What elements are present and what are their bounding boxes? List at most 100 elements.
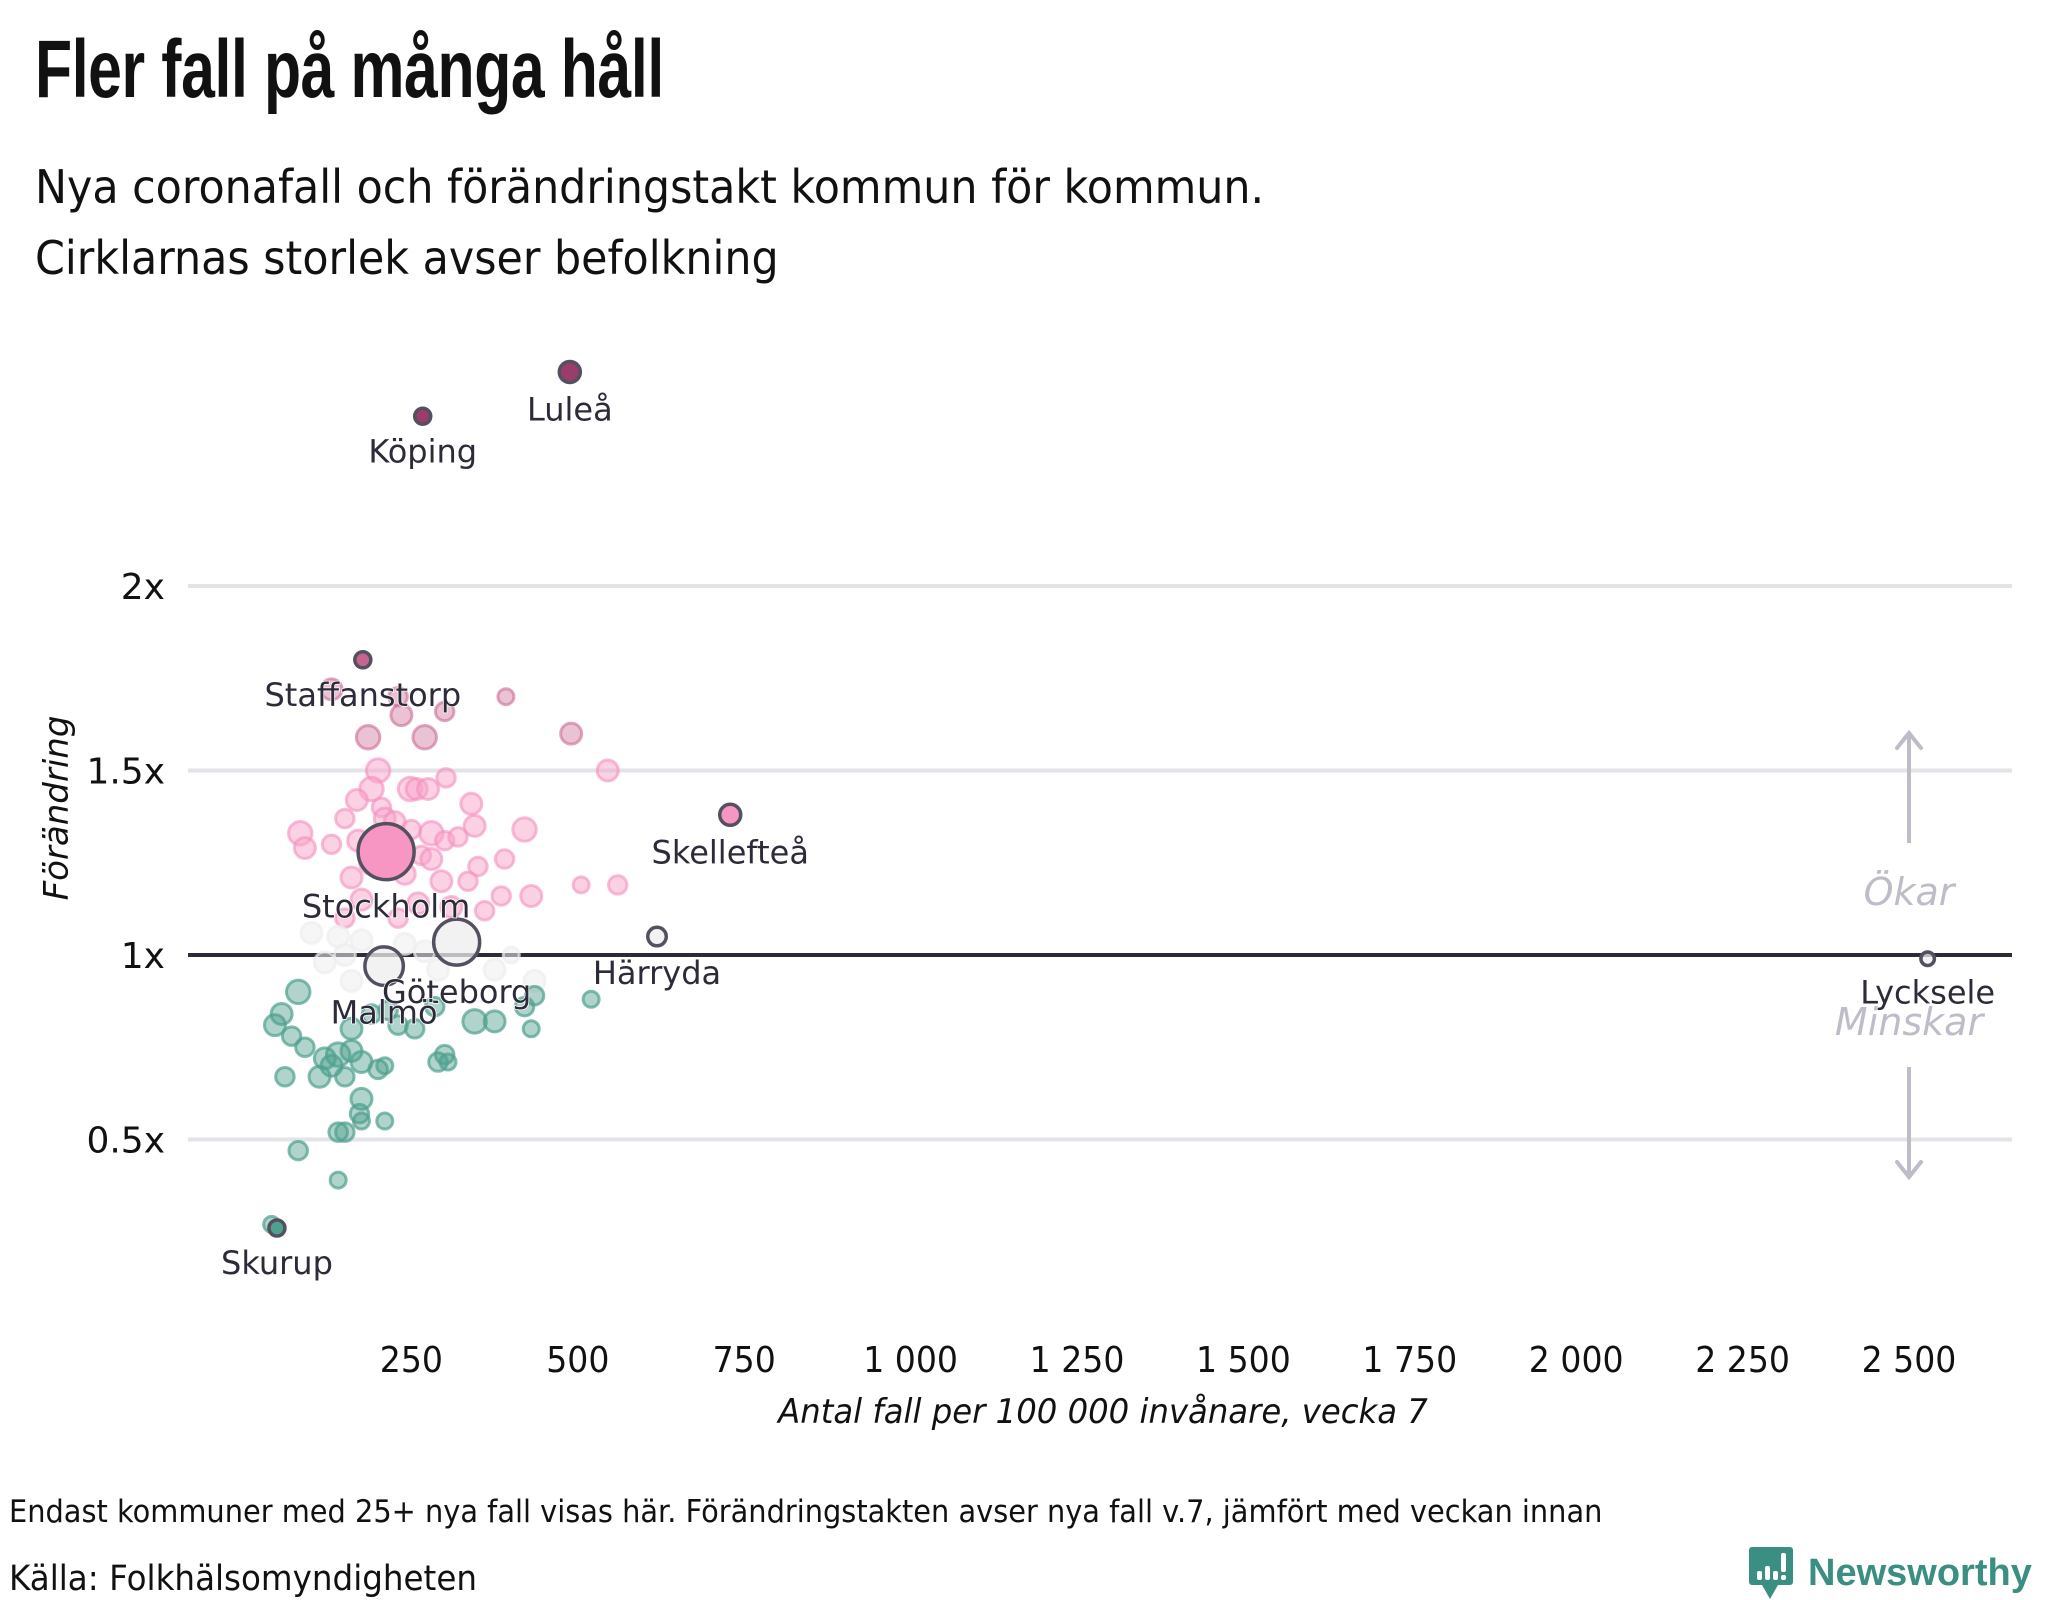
- data-point: [406, 891, 431, 916]
- data-point: [433, 700, 456, 723]
- y-axis-label: Förändring: [37, 716, 77, 901]
- y-axis-ticks: 0.5x 1x 1.5x 2x: [86, 567, 165, 1162]
- x-tick-label: 250: [380, 1340, 443, 1382]
- data-point: [334, 1066, 356, 1088]
- data-point: [559, 721, 584, 746]
- data-point: [375, 1056, 395, 1076]
- data-point: [403, 1018, 426, 1040]
- point-label: Luleå: [527, 390, 613, 428]
- point-label: Göteborg: [382, 973, 531, 1011]
- data-point: [461, 1008, 488, 1035]
- point-label: Köping: [368, 432, 477, 470]
- subtitle-line-2: Cirklarnas storlek avser befolkning: [35, 231, 779, 285]
- labeled-point: [412, 406, 433, 427]
- source-text: Källa: Folkhälsomyndigheten: [9, 1559, 477, 1599]
- scatter-chart: 0.5x 1x 1.5x 2x 250 500 750 1 000 1 250 1 500 1 7…: [37, 359, 2012, 1431]
- y-tick-label: 0.5x: [86, 1121, 165, 1162]
- data-point: [438, 1052, 458, 1072]
- data-point: [377, 999, 399, 1022]
- labeled-point: [717, 802, 743, 828]
- data-point: [439, 895, 464, 920]
- labeled-point: [356, 821, 416, 882]
- data-point: [327, 1121, 349, 1143]
- data-point: [312, 950, 337, 975]
- point-label: Lycksele: [1860, 973, 1995, 1011]
- data-point: [595, 758, 620, 783]
- point-label: Stockholm: [302, 888, 470, 926]
- chart-subtitle: Nya coronafall och förändringstakt kommu…: [35, 152, 1264, 294]
- footnote: Endast kommuner med 25+ nya fall visas h…: [9, 1494, 1603, 1530]
- data-point: [287, 1139, 309, 1162]
- labeled-point: [1919, 950, 1937, 968]
- data-point: [435, 767, 457, 789]
- data-point: [332, 943, 357, 967]
- newsworthy-logo[interactable]: Newsworthy: [1748, 1546, 2032, 1600]
- labeled-point: [267, 1218, 287, 1238]
- x-tick-label: 500: [546, 1340, 609, 1382]
- data-point: [501, 945, 521, 965]
- arrow-up-head-icon: [1895, 729, 1923, 750]
- x-tick-label: 2 250: [1695, 1340, 1790, 1382]
- data-point: [447, 826, 469, 848]
- x-tick-label: 1 500: [1196, 1340, 1291, 1382]
- chart-title: Fler fall på många håll: [35, 24, 664, 115]
- data-point: [511, 816, 538, 843]
- y-tick-label: 1x: [121, 936, 165, 977]
- data-point: [482, 957, 507, 982]
- labeled-data-points: [267, 359, 1937, 1238]
- x-tick-label: 2 500: [1862, 1340, 1957, 1382]
- data-point: [522, 968, 547, 993]
- data-point: [606, 874, 629, 896]
- data-point: [351, 1111, 371, 1131]
- data-point: [387, 907, 409, 929]
- annotation-up: Ökar: [1864, 870, 1957, 914]
- data-point: [319, 677, 344, 702]
- data-point: [457, 870, 479, 892]
- data-point: [339, 968, 364, 993]
- data-point: [429, 869, 454, 894]
- point-label: Skellefteå: [652, 833, 809, 871]
- data-point: [307, 1064, 332, 1089]
- labeled-point: [646, 925, 669, 948]
- point-label: Härryda: [593, 954, 721, 992]
- data-point: [581, 989, 601, 1009]
- data-point: [280, 1025, 303, 1047]
- data-point: [411, 724, 438, 751]
- subtitle-line-1: Nya coronafall och förändringstakt kommu…: [35, 160, 1265, 214]
- data-point: [320, 833, 343, 856]
- data-point: [294, 1036, 316, 1058]
- data-point: [328, 1170, 348, 1190]
- data-point: [339, 865, 364, 890]
- x-tick-label: 750: [713, 1340, 776, 1382]
- data-point: [482, 1009, 507, 1034]
- labeled-point: [557, 359, 583, 385]
- y-tick-label: 2x: [121, 567, 165, 608]
- data-point: [473, 899, 496, 922]
- data-points: [262, 677, 629, 1234]
- data-point: [262, 1013, 287, 1038]
- data-point: [467, 855, 489, 878]
- point-labels: Luleå Köping Staffanstorp Skellefteå Stockho…: [220, 390, 1996, 1283]
- point-label: Malmö: [331, 993, 438, 1031]
- data-point: [389, 703, 414, 728]
- data-point: [459, 791, 484, 816]
- data-point: [416, 776, 441, 801]
- data-point: [349, 887, 374, 912]
- data-point: [284, 978, 312, 1006]
- brand-name: Newsworthy: [1808, 1551, 2032, 1594]
- point-label: Staffanstorp: [264, 676, 461, 714]
- data-point: [519, 883, 544, 908]
- data-point: [493, 848, 516, 870]
- labeled-point: [431, 917, 482, 967]
- point-label: Skurup: [221, 1244, 333, 1282]
- labeled-point: [353, 650, 373, 670]
- data-point: [462, 813, 487, 838]
- data-point: [354, 724, 382, 751]
- x-tick-label: 1 250: [1030, 1340, 1125, 1382]
- data-point: [299, 920, 324, 945]
- data-point: [324, 1041, 352, 1068]
- data-point: [496, 687, 516, 707]
- data-point: [490, 885, 513, 907]
- data-point: [523, 984, 546, 1007]
- data-point: [344, 788, 369, 813]
